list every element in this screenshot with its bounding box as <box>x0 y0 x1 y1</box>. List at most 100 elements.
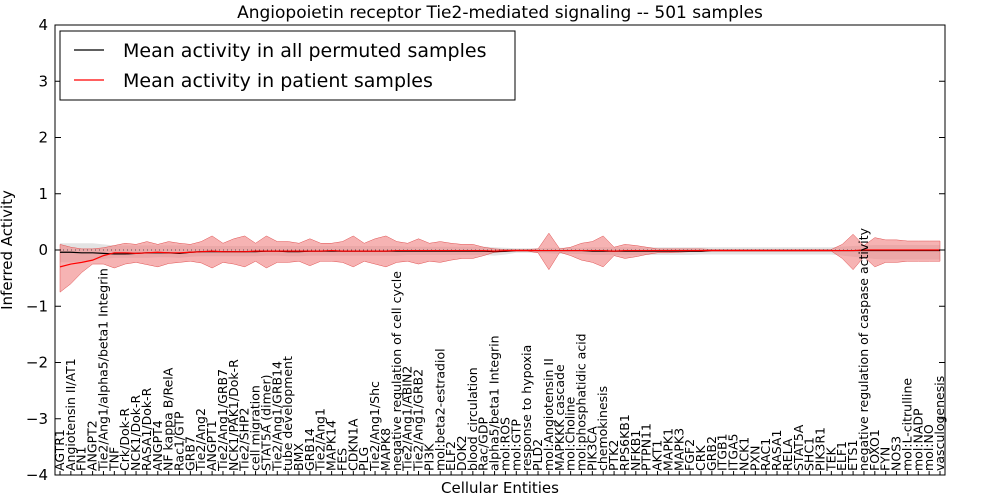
y-tick-label: 0 <box>38 241 48 259</box>
x-tick-label: STAT5A <box>791 424 806 471</box>
x-tick-label: PTK2 <box>606 440 621 471</box>
x-tick-label: CRK <box>693 445 708 471</box>
x-tick-label: response to hypoxia <box>519 345 534 471</box>
x-tick-label: BMX <box>291 443 306 471</box>
x-tick-label: STAT5A (dimer) <box>258 375 273 471</box>
x-tick-label: TNF <box>106 447 121 472</box>
legend: Mean activity in all permuted samples Me… <box>59 30 516 101</box>
x-tick-label: RASA1/Dok-R <box>139 387 154 471</box>
x-tick-label: NCK1/Dok-R <box>128 395 143 471</box>
x-tick-label: MAPK3 <box>671 428 686 471</box>
x-tick-label: Tie2/SHP2 <box>237 408 252 472</box>
x-tick-label: ITGA5 <box>726 433 741 471</box>
x-tick-label: NCK1 <box>736 437 751 471</box>
y-tick-label: −4 <box>26 466 48 484</box>
x-tick-label: GRB14 <box>302 428 317 471</box>
y-tick-label: 1 <box>38 185 48 203</box>
x-tick-label: RELA <box>780 438 795 471</box>
x-tick-label: mol:phosphatidic acid <box>573 333 588 471</box>
x-tick-label: Tie2/Ang1/ABIN2 <box>400 366 415 472</box>
x-tick-label: blood circulation <box>465 367 480 471</box>
patient-range-band <box>59 232 941 293</box>
x-tick-label: RASA1 <box>769 430 784 471</box>
chart-title: Angiopoietin receptor Tie2-mediated sign… <box>237 3 763 23</box>
x-tick-label: mol:L-citrulline <box>899 378 914 471</box>
x-tick-label: Tie2/Ang1/alpha5/beta1 Integrin <box>95 268 110 472</box>
x-tick-label: PXN <box>747 446 762 471</box>
y-tick-label: −1 <box>26 297 48 315</box>
y-tick-label: 2 <box>38 129 48 147</box>
x-tick-label: ITGB1 <box>715 433 730 471</box>
x-tick-label: ANGPT1 <box>204 420 219 471</box>
x-tick-label: NFKB1 <box>628 430 643 471</box>
y-tick-label: 4 <box>38 16 48 34</box>
x-tick-label: SHC1 <box>802 437 817 471</box>
x-tick-label: NOS3 <box>889 436 904 471</box>
x-tick-label: Tie2/Ang1 <box>313 408 328 472</box>
x-axis-label: Cellular Entities <box>441 479 559 497</box>
x-tick-label: mol:Angiotensin II <box>541 358 556 471</box>
x-tick-label: GRB2 <box>704 436 719 471</box>
x-tick-label: TEK <box>823 446 838 472</box>
y-tick-label: −3 <box>26 410 48 428</box>
x-tick-label: ANGPT2 <box>85 420 100 471</box>
x-tick-label: RAC1 <box>758 438 773 471</box>
x-tick-label: mol:Choline <box>563 396 578 471</box>
x-tick-label: ELF1 <box>834 441 849 471</box>
x-tick-label: MAPK14 <box>324 420 339 471</box>
x-tick-label: Tie2/Ang1/GRB7 <box>215 369 230 472</box>
x-tick-label: Tie2/Ang2 <box>193 408 208 472</box>
y-axis-label: Inferred Activity <box>0 190 16 310</box>
y-tick-label: 3 <box>38 72 48 90</box>
y-tick-label: −2 <box>26 354 48 372</box>
plot-area <box>55 232 945 293</box>
x-tick-label: mol:beta2-estradiol <box>432 348 447 471</box>
x-tick-label: mol:ROS <box>497 417 512 471</box>
x-tick-label: MAPK1 <box>660 428 675 471</box>
x-tick-label: AGTR1 <box>52 429 67 471</box>
x-tick-label: Rac/GDP <box>476 417 491 471</box>
legend-label-patient: Mean activity in patient samples <box>123 70 433 92</box>
x-tick-label: CDKN1A <box>345 418 360 471</box>
x-tick-label: FN1 <box>74 447 89 472</box>
x-tick-label: negative regulation of cell cycle <box>389 271 404 471</box>
x-tick-label: tube development <box>280 356 295 471</box>
x-tick-label: NCK1/PAK1/Dok-R <box>226 359 241 471</box>
x-tick-label: PLD2 <box>530 439 545 471</box>
x-tick-label: ETS1 <box>845 440 860 471</box>
x-tick-label: alpha5/beta1 Integrin <box>487 335 502 471</box>
y-axis: −4 −3 −2 −1 0 1 2 3 4 <box>26 16 945 484</box>
x-tick-label: chemokinesis <box>595 386 610 471</box>
x-tick-label: mol:GTP <box>508 419 523 471</box>
x-tick-label: DOK2 <box>454 435 469 471</box>
x-tick-label: cell migration <box>248 385 263 471</box>
x-tick-label: FES <box>334 448 349 471</box>
x-tick-label: ELF2 <box>443 441 458 471</box>
x-tick-label: PTPN11 <box>639 423 654 471</box>
x-tick-label: mol:NO <box>921 424 936 471</box>
x-tick-label: FGF2 <box>682 439 697 471</box>
x-tick-label: MAPKKK cascade <box>552 364 567 471</box>
x-tick-label: FOXO1 <box>867 429 882 471</box>
x-tick-label: PLG <box>356 447 371 471</box>
legend-box <box>59 30 516 101</box>
patient-mean-line <box>59 249 940 268</box>
x-tick-label: Crk/Dok-R <box>117 408 132 471</box>
x-tick-label: Tie2/Ang1/GRB14 <box>269 361 284 472</box>
x-tick-label: PI3K <box>421 443 436 471</box>
x-tick-label: NF kappa B/RelA <box>161 367 176 471</box>
x-tick-label: RPS6KB1 <box>617 414 632 471</box>
x-tick-label: GRB7 <box>182 436 197 471</box>
x-tick-label: vasculogenesis <box>932 376 947 471</box>
x-tick-label: FYN <box>878 447 893 471</box>
legend-label-permuted: Mean activity in all permuted samples <box>123 40 486 62</box>
x-tick-label: AKT1 <box>650 440 665 471</box>
x-tick-label: mol:NADP <box>910 408 925 471</box>
x-tick-label: Tie2/Ang1/Shc <box>367 381 382 472</box>
x-tick-label: Rac1/GTP <box>172 411 187 471</box>
x-tick-label: negative regulation of caspase activity <box>856 227 871 471</box>
x-tick-label: ANGPT4 <box>150 420 165 471</box>
